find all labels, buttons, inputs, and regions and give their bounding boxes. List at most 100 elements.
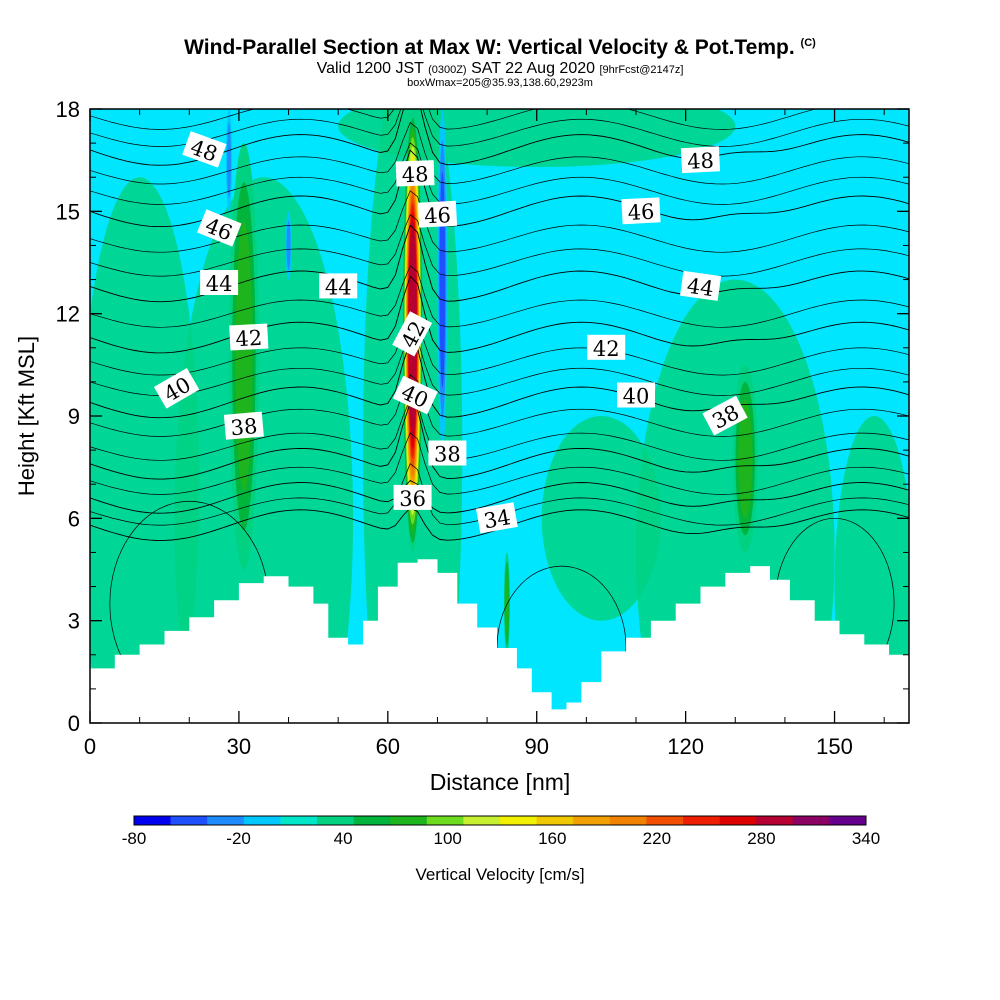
isentrope-minor <box>90 313 909 376</box>
colorbar-tick-label: 220 <box>643 829 671 848</box>
colorbar-tick-label: 40 <box>334 829 353 848</box>
y-tick-label: 0 <box>68 711 80 736</box>
valid-time: Valid 1200 JST <box>316 60 424 77</box>
y-tick-label: 15 <box>56 199 80 224</box>
copyright-mark: (C) <box>800 37 816 49</box>
contour-label: 44 <box>319 273 358 299</box>
contour-label-box <box>182 131 227 168</box>
contour-label-box <box>395 160 435 187</box>
contour-label-text: 48 <box>401 162 429 187</box>
isentrope-minor <box>90 333 909 396</box>
x-tick-label: 60 <box>376 734 400 759</box>
contour-label-box <box>229 323 269 351</box>
x-tick-label: 120 <box>667 734 704 759</box>
colorbar-label: Vertical Velocity [cm/s] <box>415 865 584 884</box>
contour-label-box <box>428 440 467 466</box>
chart-title: Wind-Parallel Section at Max W: Vertical… <box>0 36 1000 60</box>
isentrope-42 <box>90 275 909 354</box>
colorbar-swatch <box>353 816 391 825</box>
colorbar-swatch <box>500 816 537 825</box>
contour-label-text: 36 <box>399 487 426 511</box>
contour-label-box <box>680 270 722 301</box>
y-tick-label: 18 <box>56 97 80 122</box>
isentrope-minor <box>90 109 909 147</box>
isentrope-minor <box>90 214 909 277</box>
contour-label: 48 <box>395 160 435 187</box>
contour-label-text: 44 <box>685 274 715 301</box>
isentrope-36 <box>90 479 909 514</box>
y-tick-label: 12 <box>56 302 80 327</box>
isentrope-contours <box>90 109 909 723</box>
isentrope-38 <box>90 401 909 480</box>
colorbar-swatch <box>609 816 647 825</box>
colorbar-swatch <box>170 816 208 825</box>
contour-label-box <box>196 209 242 247</box>
colorbar-swatch <box>573 816 611 825</box>
colorbar-tick-label: -80 <box>122 829 147 848</box>
colorbar-swatch <box>390 816 428 825</box>
w-feature-core <box>235 221 253 492</box>
contour-label-box <box>392 311 433 357</box>
isentrope-48 <box>90 109 909 166</box>
colorbar-swatch <box>134 816 171 825</box>
colorbar-swatch <box>756 816 794 825</box>
contour-label-text: 34 <box>482 505 512 533</box>
colorbar-swatch <box>646 816 684 825</box>
valid-zulu: (0300Z) <box>428 64 467 76</box>
contour-label-box <box>200 270 239 295</box>
y-tick-label: 9 <box>68 404 80 429</box>
terrain <box>90 559 909 723</box>
contour-label: 46 <box>196 209 242 247</box>
x-tick-label: 90 <box>524 734 548 759</box>
contour-label-text: 38 <box>230 414 259 440</box>
contour-label-box <box>223 411 264 440</box>
contour-label-text: 48 <box>687 149 715 174</box>
colorbar-swatch <box>317 816 354 825</box>
x-tick-label: 150 <box>816 734 853 759</box>
isentrope-minor <box>90 432 909 495</box>
y-axis-label: Height [Kft MSL] <box>14 336 39 496</box>
x-axis-label: Distance [nm] <box>430 769 571 795</box>
weak-ascent-region <box>338 109 736 167</box>
isentrope-minor <box>90 142 909 205</box>
contour-label-box <box>617 382 655 408</box>
colorbar-swatch <box>536 816 574 825</box>
colorbar-swatch <box>207 816 245 825</box>
contour-label-box <box>476 502 518 534</box>
contour-label-text: 38 <box>434 443 461 467</box>
w-feature-core <box>226 123 231 198</box>
contour-label: 46 <box>621 197 661 225</box>
isentrope-minor <box>90 122 909 185</box>
contour-label: 34 <box>476 502 518 534</box>
isentrope-closed <box>496 565 627 723</box>
isentrope-46 <box>90 149 909 228</box>
x-tick-label: 0 <box>84 734 96 759</box>
contour-label-box <box>587 334 626 360</box>
colorbar-tick-label: -20 <box>226 829 251 848</box>
y-tick-label: 6 <box>68 506 80 531</box>
terrain-profile <box>90 559 909 723</box>
weak-ascent-region <box>541 415 661 621</box>
title-main: Wind-Parallel Section at Max W: Vertical… <box>184 36 795 59</box>
colorbar-tick-label: 280 <box>747 829 775 848</box>
contour-label: 46 <box>417 200 458 228</box>
contour-label-box <box>621 197 661 225</box>
contour-label: 42 <box>587 334 626 361</box>
forecast-info: [9hrFcst@2147z] <box>599 64 684 76</box>
contour-label: 44 <box>680 270 722 301</box>
colorbar-swatch <box>829 816 867 825</box>
contour-label: 36 <box>393 484 432 511</box>
isentrope-40 <box>90 340 909 419</box>
contour-label-text: 46 <box>424 203 452 228</box>
contour-label: 40 <box>617 382 655 409</box>
valid-date: SAT 22 Aug 2020 <box>471 60 596 77</box>
w-feature-core <box>286 220 291 271</box>
contour-label-text: 44 <box>206 272 233 296</box>
colorbar-swatch <box>243 816 281 825</box>
colorbar-swatch <box>463 816 501 825</box>
isentrope-minor <box>90 265 909 328</box>
colorbar-tick-label: 100 <box>434 829 462 848</box>
colorbar-swatch <box>683 816 720 825</box>
